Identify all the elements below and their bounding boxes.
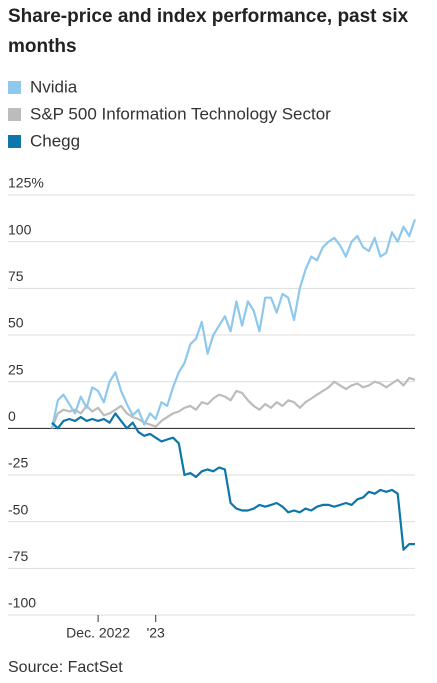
legend-label: Nvidia — [30, 77, 78, 96]
chart-title: Share-price and index performance, past … — [8, 6, 409, 57]
legend-swatch — [8, 81, 21, 94]
y-tick-label: -100 — [8, 595, 36, 611]
legend-swatch — [8, 108, 21, 121]
line-series — [50, 218, 417, 429]
line-series — [50, 376, 416, 429]
x-tick-label: '23 — [147, 625, 165, 641]
source: Source: FactSet — [8, 659, 123, 676]
x-tick-label: Dec. 2022 — [66, 625, 130, 641]
y-tick-label: 75 — [8, 268, 24, 284]
legend-label: S&P 500 Information Technology Sector — [30, 104, 331, 123]
y-tick-label: 125% — [8, 175, 44, 191]
y-tick-label: -75 — [8, 548, 28, 564]
y-tick-label: 50 — [8, 315, 24, 331]
line-series — [51, 412, 415, 551]
y-tick-label: 100 — [8, 221, 32, 237]
y-tick-label: -25 — [8, 455, 28, 471]
legend-label: Chegg — [30, 131, 80, 150]
y-tick-label: 0 — [8, 408, 16, 424]
y-tick-label: 25 — [8, 361, 24, 377]
legend-swatch — [8, 135, 21, 148]
y-tick-label: -50 — [8, 501, 28, 517]
